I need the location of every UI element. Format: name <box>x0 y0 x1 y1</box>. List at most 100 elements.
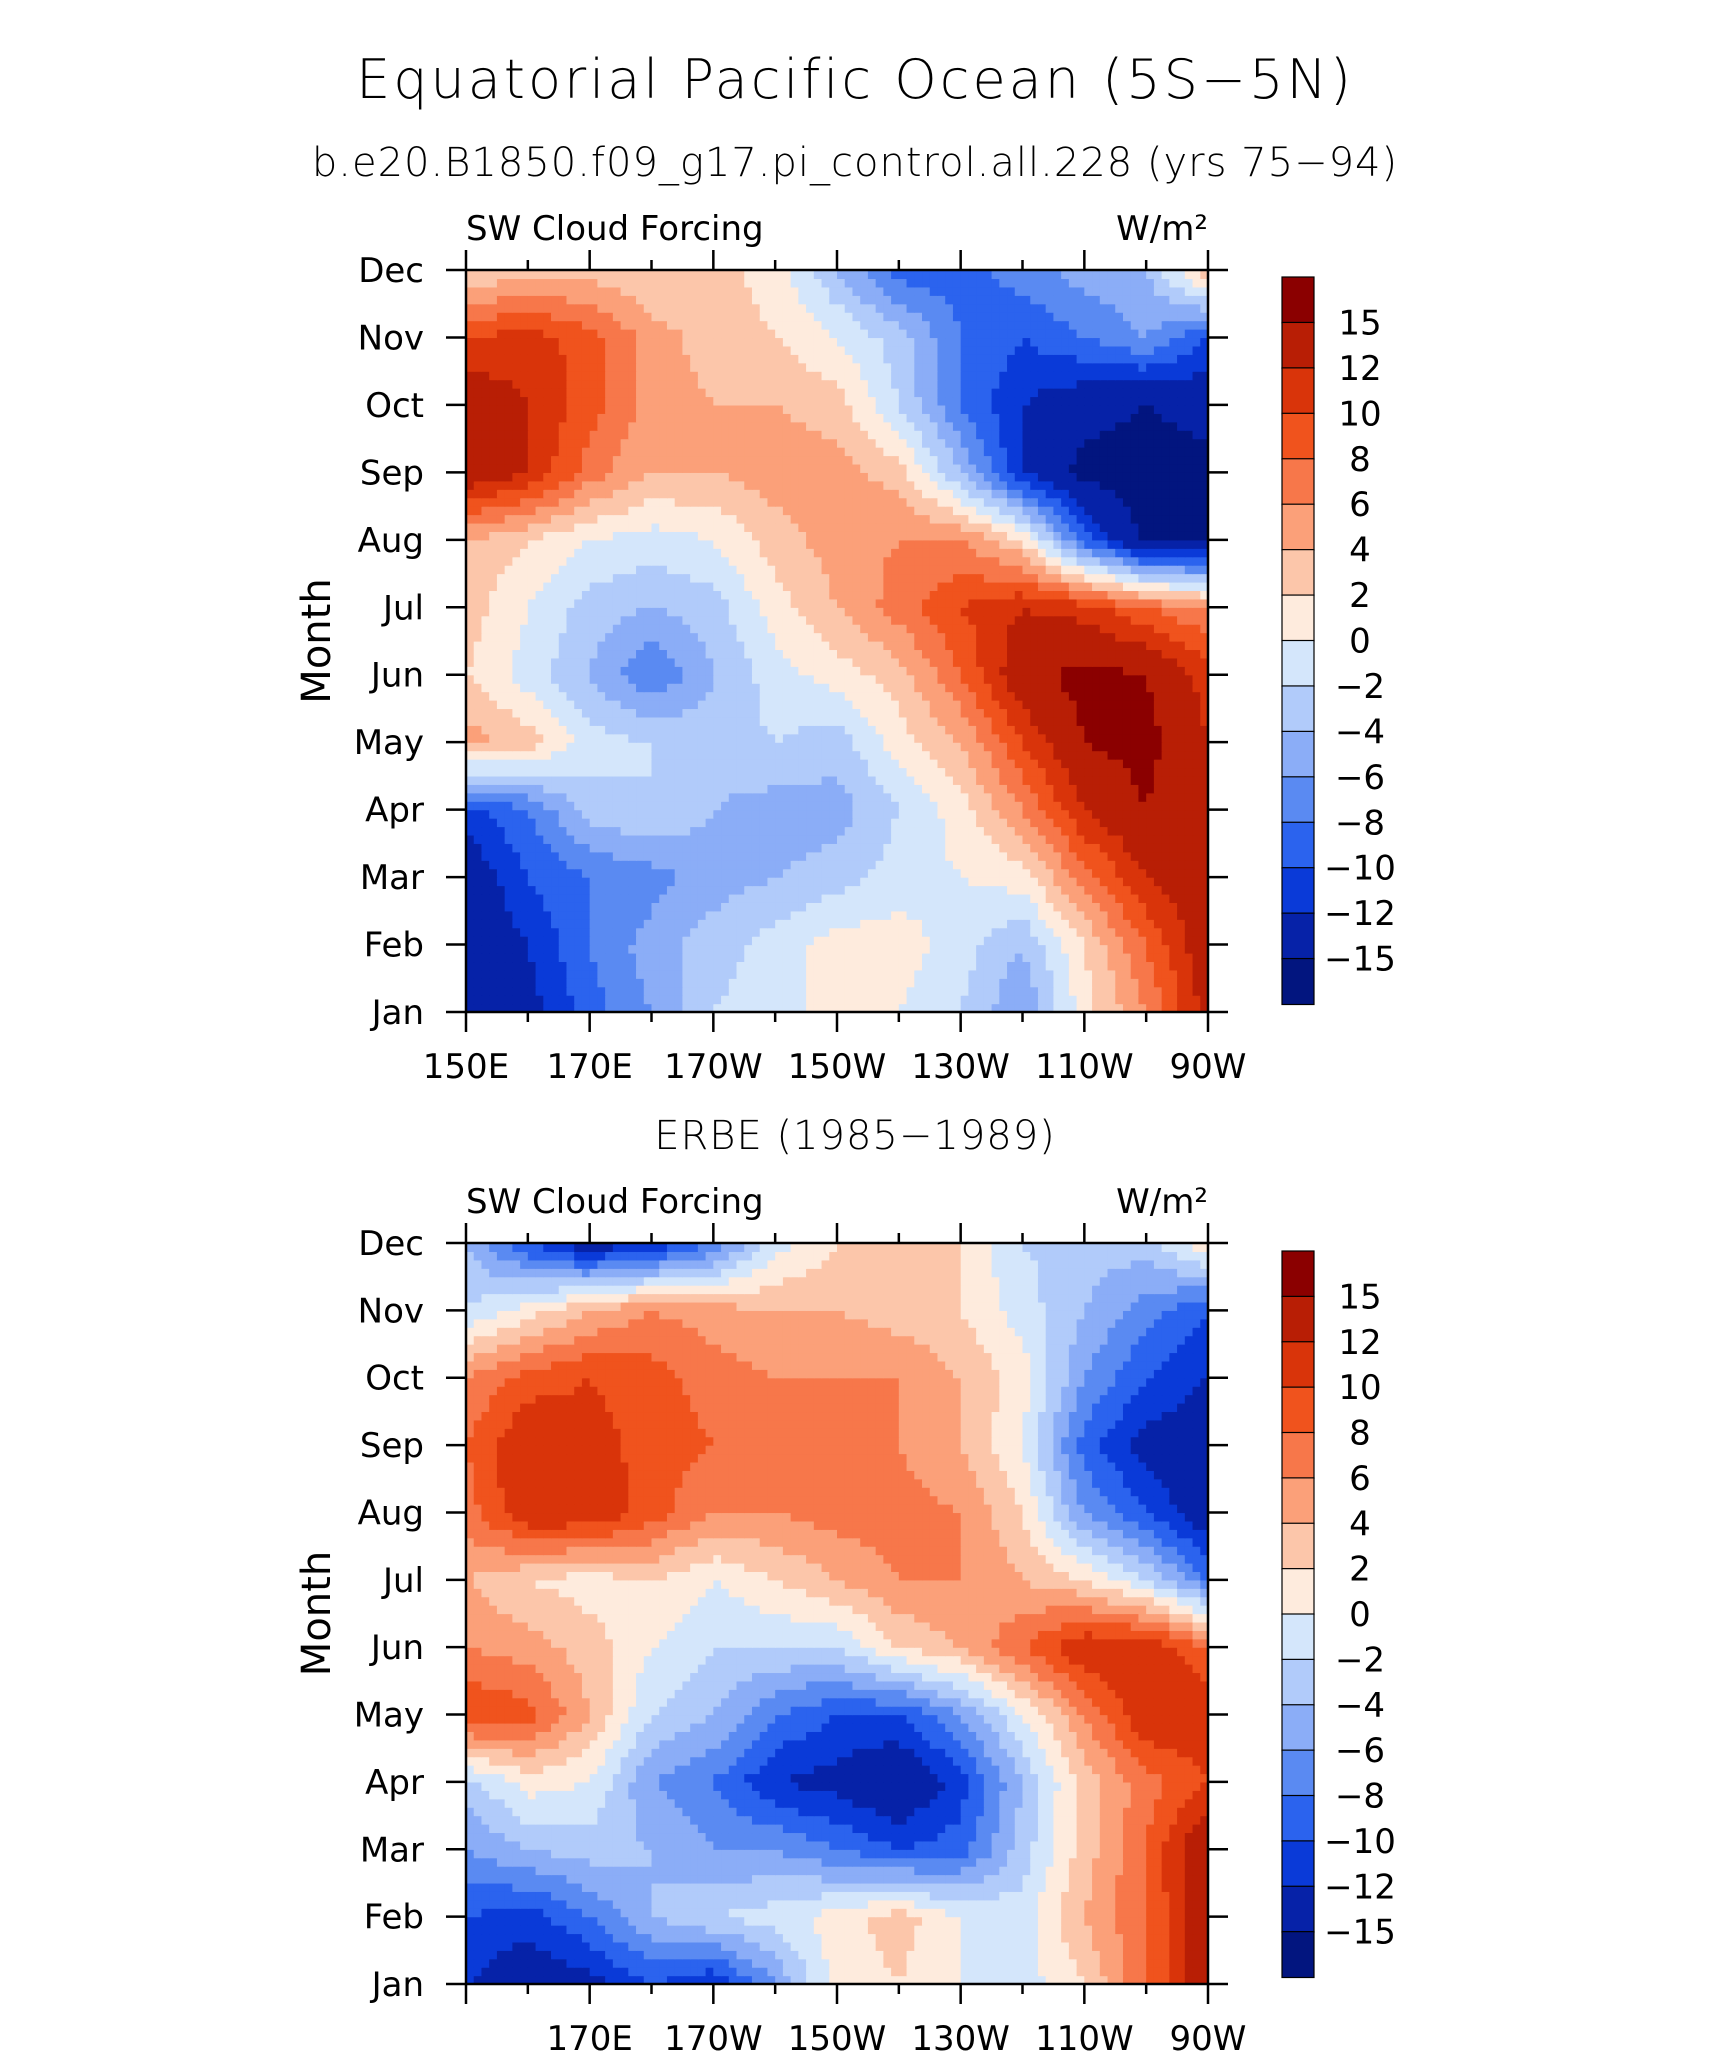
heatmap-cell <box>473 607 483 617</box>
heatmap-cell <box>551 700 560 710</box>
heatmap-cell <box>759 590 769 600</box>
heatmap-cell <box>1068 961 1078 971</box>
heatmap-cell <box>883 893 892 903</box>
heatmap-cell <box>1153 1003 1163 1012</box>
heatmap-cell <box>767 961 776 971</box>
heatmap-cell <box>914 826 923 836</box>
heatmap-cell <box>636 716 645 726</box>
heatmap-cell <box>736 910 745 920</box>
heatmap-cell <box>898 910 908 920</box>
heatmap-cell <box>489 598 498 608</box>
heatmap-cell <box>1200 877 1208 887</box>
heatmap-cell <box>929 607 939 617</box>
heatmap-cell <box>512 598 521 608</box>
heatmap-cell <box>558 590 568 600</box>
heatmap-cell <box>759 893 769 903</box>
heatmap-cell <box>489 607 498 617</box>
heatmap-cell <box>721 607 730 617</box>
heatmap-cell <box>767 742 776 752</box>
heatmap-cell <box>1192 641 1201 651</box>
heatmap-cell <box>821 902 830 912</box>
heatmap-cell <box>1122 700 1132 710</box>
heatmap-cell <box>1099 860 1109 870</box>
heatmap-cell <box>1099 986 1109 996</box>
heatmap-cell <box>867 598 877 608</box>
heatmap-cell <box>852 792 861 802</box>
heatmap-cell <box>496 834 506 844</box>
heatmap-cell <box>976 885 985 895</box>
heatmap-cell <box>968 716 977 726</box>
heatmap-cell <box>1107 851 1116 861</box>
heatmap-cell <box>589 978 598 988</box>
heatmap-cell <box>983 885 993 895</box>
heatmap-cell <box>589 784 598 794</box>
heatmap-cell <box>481 649 490 659</box>
heatmap-cell <box>782 902 792 912</box>
heatmap-cell <box>983 834 993 844</box>
heatmap-cell <box>976 775 985 785</box>
heatmap-cell <box>860 801 869 811</box>
heatmap-cell <box>898 936 908 946</box>
heatmap-cell <box>535 607 544 617</box>
heatmap-cell <box>520 759 529 769</box>
heatmap-cell <box>1107 944 1116 954</box>
heatmap-cell <box>543 995 552 1005</box>
heatmap-cell <box>1007 759 1016 769</box>
heatmap-cell <box>790 657 799 667</box>
heatmap-cell <box>597 632 606 642</box>
heatmap-cell <box>844 801 854 811</box>
heatmap-cell <box>767 818 776 828</box>
heatmap-cell <box>481 750 490 760</box>
heatmap-cell <box>960 936 969 946</box>
heatmap-cell <box>1107 750 1116 760</box>
heatmap-cell <box>867 868 877 878</box>
heatmap-cell <box>1068 818 1078 828</box>
heatmap-cell <box>581 784 591 794</box>
heatmap-cell <box>574 759 583 769</box>
heatmap-cell <box>666 826 676 836</box>
heatmap-cell <box>991 590 1000 600</box>
heatmap-cell <box>852 860 861 870</box>
heatmap-cell <box>1007 742 1016 752</box>
heatmap-cell <box>837 893 846 903</box>
heatmap-cell <box>806 801 815 811</box>
heatmap-cell <box>728 700 738 710</box>
heatmap-cell <box>659 969 668 979</box>
heatmap-cell <box>1076 581 1085 592</box>
heatmap-cell <box>1161 784 1170 794</box>
heatmap-cell <box>1115 632 1124 642</box>
heatmap-cell <box>1200 936 1208 946</box>
heatmap-cell <box>968 624 977 634</box>
heatmap-cell <box>597 683 606 693</box>
heatmap-cell <box>813 759 823 769</box>
heatmap-cell <box>651 902 660 912</box>
heatmap-cell <box>612 843 622 853</box>
heatmap-cell <box>489 919 498 929</box>
heatmap-cell <box>775 961 784 971</box>
heatmap-cell <box>937 834 946 844</box>
heatmap-cell <box>473 961 483 971</box>
heatmap-cell <box>728 986 738 996</box>
heatmap-cell <box>782 910 792 920</box>
heatmap-cell <box>767 843 776 853</box>
heatmap-cell <box>906 910 915 920</box>
heatmap-cell <box>1146 649 1155 659</box>
heatmap-cell <box>782 818 792 828</box>
heatmap-cell <box>875 818 884 828</box>
heatmap-cell <box>775 893 784 903</box>
heatmap-cell <box>1107 624 1116 634</box>
heatmap-cell <box>643 598 653 608</box>
heatmap-cell <box>1007 581 1016 592</box>
heatmap-cell <box>674 573 684 583</box>
heatmap-cell <box>659 750 668 760</box>
heatmap-cell <box>860 792 869 802</box>
heatmap-cell <box>489 843 498 853</box>
heatmap-cell <box>504 733 513 743</box>
heatmap-cell <box>937 666 946 676</box>
heatmap-cell <box>844 657 854 667</box>
heatmap-cell <box>551 995 560 1005</box>
heatmap-cell <box>589 902 598 912</box>
heatmap-cell <box>543 607 552 617</box>
heatmap-cell <box>991 910 1000 920</box>
heatmap-cell <box>759 851 769 861</box>
